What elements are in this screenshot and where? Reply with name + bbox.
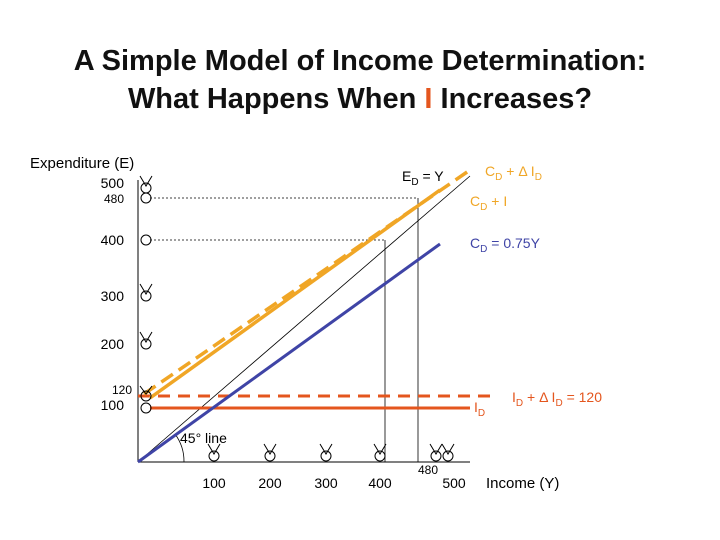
page-title: A Simple Model of Income Determination: … [0, 42, 720, 118]
x-tick-markers [207, 443, 455, 462]
x-axis-label: Income (Y) [486, 475, 559, 492]
y-tick-label-300: 300 [101, 288, 125, 304]
cd-plus-delta-id-line [143, 168, 471, 396]
x-tick-marker-500 [441, 443, 455, 462]
title-line-2-pre: What Happens When [127, 83, 425, 115]
y-tick-marker-100 [140, 402, 152, 414]
x-tick-marker-300 [319, 443, 333, 462]
ed-label: ED = Y [402, 168, 444, 188]
cd-label: CD = 0.75Y [470, 235, 541, 255]
y-tick-label-480: 480 [104, 192, 124, 206]
y-tick-marker-300 [139, 283, 153, 302]
id-label: ID [474, 399, 485, 419]
cd-plus-delta-id-label: CD + Δ ID [485, 163, 542, 183]
x-tick-marker-480 [429, 443, 443, 462]
y-tick-label-400: 400 [101, 232, 125, 248]
cd-line [137, 242, 441, 464]
y-tick-marker-200 [139, 331, 153, 350]
title-line-2: What Happens When I Increases? [0, 80, 720, 118]
id-plus-delta-label: ID + Δ ID = 120 [512, 389, 602, 409]
cd-plus-i-label: CD + I [470, 193, 507, 213]
x-tick-marker-400 [373, 443, 387, 462]
y-tick-marker-120 [139, 385, 153, 402]
x-tick-label-300: 300 [314, 475, 338, 491]
y-tick-label-500: 500 [101, 175, 125, 191]
y-tick-label-100: 100 [101, 397, 125, 413]
title-line-2-post: Increases? [432, 83, 593, 115]
angle-label: 45° line [180, 430, 227, 446]
x-tick-label-400: 400 [368, 475, 392, 491]
y-tick-marker-500 [139, 175, 153, 194]
title-line-1: A Simple Model of Income Determination: [73, 45, 647, 77]
y-tick-label-200: 200 [101, 336, 125, 352]
x-tick-label-200: 200 [258, 475, 282, 491]
y-tick-label-120: 120 [112, 383, 132, 397]
x-tick-marker-200 [263, 443, 277, 462]
x-tick-label-480: 480 [418, 463, 438, 477]
y-axis-label: Expenditure (E) [30, 155, 134, 172]
y-tick-marker-400 [140, 234, 152, 246]
y-tick-marker-480 [140, 192, 152, 204]
y-tick-markers [139, 175, 153, 414]
ed-y-line [137, 175, 471, 463]
x-tick-marker-100 [207, 443, 221, 462]
x-tick-label-100: 100 [202, 475, 226, 491]
x-tick-label-500: 500 [442, 475, 466, 491]
title-highlight: I [424, 83, 433, 115]
